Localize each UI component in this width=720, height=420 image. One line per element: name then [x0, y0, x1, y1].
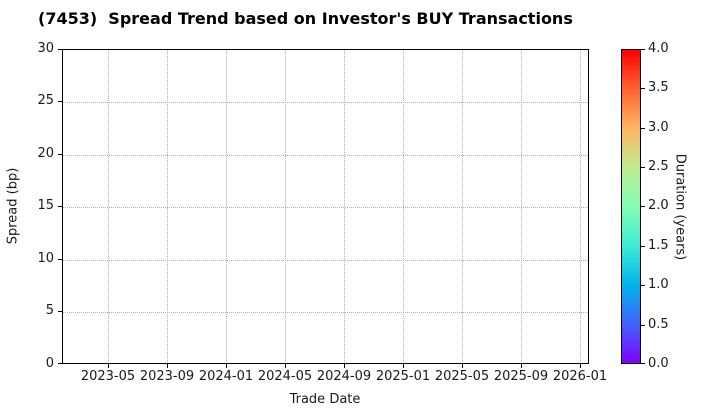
colorbar-tick-mark — [641, 285, 645, 286]
gridline-v — [403, 50, 404, 363]
colorbar-tick-label: 2.5 — [648, 159, 669, 174]
x-tick-mark — [521, 364, 522, 368]
colorbar-tick-mark — [641, 128, 645, 129]
gridline-v — [285, 50, 286, 363]
y-tick-mark — [58, 206, 62, 207]
y-tick-mark — [58, 363, 62, 364]
colorbar-tick-label: 3.5 — [648, 80, 669, 95]
colorbar-tick-mark — [641, 363, 645, 364]
gridline-h — [63, 102, 588, 103]
colorbar-tick-label: 1.0 — [648, 277, 669, 292]
y-tick-mark — [58, 49, 62, 50]
colorbar-tick-mark — [641, 88, 645, 89]
chart-title: (7453) Spread Trend based on Investor's … — [38, 9, 573, 28]
x-tick-mark — [226, 364, 227, 368]
colorbar-gradient — [621, 49, 641, 364]
gridline-v — [462, 50, 463, 363]
x-tick-mark — [285, 364, 286, 368]
x-tick-label: 2023-05 — [80, 369, 136, 384]
colorbar-tick-label: 2.0 — [648, 198, 669, 213]
x-tick-mark — [462, 364, 463, 368]
x-tick-label: 2024-05 — [257, 369, 313, 384]
gridline-v — [521, 50, 522, 363]
gridline-h — [63, 312, 588, 313]
colorbar-tick-label: 1.5 — [648, 238, 669, 253]
colorbar-tick-mark — [641, 167, 645, 168]
x-tick-label: 2024-01 — [198, 369, 254, 384]
x-tick-mark — [403, 364, 404, 368]
x-axis-label: Trade Date — [289, 392, 361, 407]
x-tick-mark — [580, 364, 581, 368]
plot-area — [62, 49, 589, 364]
y-tick-label: 5 — [45, 303, 54, 318]
gridline-v — [226, 50, 227, 363]
gridline-h — [63, 155, 588, 156]
x-tick-label: 2024-09 — [316, 369, 372, 384]
y-tick-label: 10 — [37, 251, 54, 266]
x-tick-mark — [344, 364, 345, 368]
colorbar-tick-label: 4.0 — [648, 41, 669, 56]
x-tick-label: 2025-09 — [493, 369, 549, 384]
x-tick-label: 2025-01 — [375, 369, 431, 384]
colorbar-tick-label: 0.5 — [648, 317, 669, 332]
y-tick-label: 20 — [37, 146, 54, 161]
gridline-v — [344, 50, 345, 363]
x-tick-label: 2023-09 — [139, 369, 195, 384]
gridline-v — [167, 50, 168, 363]
y-tick-mark — [58, 311, 62, 312]
gridline-h — [63, 207, 588, 208]
x-tick-label: 2025-05 — [434, 369, 490, 384]
colorbar-tick-mark — [641, 49, 645, 50]
colorbar-tick-label: 3.0 — [648, 120, 669, 135]
y-tick-mark — [58, 101, 62, 102]
x-tick-mark — [108, 364, 109, 368]
colorbar-tick-label: 0.0 — [648, 356, 669, 371]
y-tick-label: 15 — [37, 198, 54, 213]
gridline-v — [108, 50, 109, 363]
x-tick-mark — [167, 364, 168, 368]
y-tick-label: 30 — [37, 41, 54, 56]
colorbar-axis-label: Duration (years) — [672, 153, 688, 261]
colorbar-tick-mark — [641, 206, 645, 207]
y-tick-mark — [58, 259, 62, 260]
colorbar-tick-mark — [641, 246, 645, 247]
colorbar-tick-mark — [641, 325, 645, 326]
y-tick-label: 25 — [37, 93, 54, 108]
x-tick-label: 2026-01 — [552, 369, 608, 384]
gridline-v — [580, 50, 581, 363]
y-tick-mark — [58, 154, 62, 155]
y-tick-label: 0 — [45, 356, 54, 371]
gridline-h — [63, 260, 588, 261]
